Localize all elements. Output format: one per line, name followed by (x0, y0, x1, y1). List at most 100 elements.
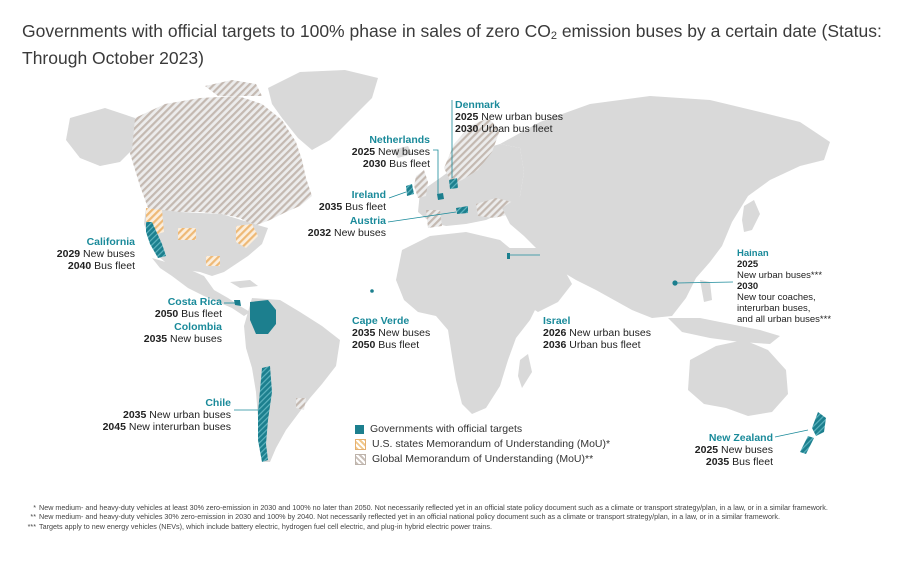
east-europe-mou (476, 198, 512, 218)
footnote-1-text: New medium- and heavy-duty vehicles at l… (39, 503, 828, 512)
uruguay (296, 398, 306, 410)
label-costa-rica: Costa Rica 2050 Bus fleet (120, 296, 222, 320)
label-austria: Austria 2032 New buses (290, 215, 386, 239)
label-denmark: Denmark 2025 New urban buses 2030 Urban … (455, 99, 563, 135)
footnote-1-mark: * (33, 503, 36, 512)
netherlands-year-2: 2030 (362, 158, 387, 170)
colombia-year-1: 2035 (143, 333, 168, 345)
denmark-text-1: New urban buses (478, 111, 563, 123)
russia-asia (500, 96, 830, 318)
hainan-text-1: New urban buses*** (737, 270, 823, 281)
ireland (406, 184, 414, 196)
legend-swatch-official (355, 424, 364, 434)
madagascar (518, 354, 532, 388)
scandinavia (444, 118, 500, 184)
hainan-year-2: 2030 (737, 281, 759, 292)
hainan (672, 280, 678, 286)
label-hainan: Hainan 2025 New urban buses*** 2030 New … (737, 248, 831, 325)
label-cape-verde: Cape Verde 2035 New buses 2050 Bus fleet (352, 315, 430, 351)
footnote-2-text: New medium- and heavy-duty vehicles 30% … (39, 512, 780, 522)
costa-rica-year-1: 2050 (154, 308, 179, 320)
chile-name: Chile (205, 397, 231, 409)
netherlands-year-1: 2025 (351, 146, 376, 158)
legend-item-global-mou: Global Memorandum of Understanding (MoU)… (355, 452, 610, 466)
legend-label-global-mou: Global Memorandum of Understanding (MoU)… (372, 453, 594, 465)
legend: Governments with official targets U.S. s… (355, 422, 610, 467)
label-netherlands: Netherlands 2025 New buses 2030 Bus flee… (330, 134, 430, 170)
title-subscript: 2 (550, 30, 557, 42)
ireland-text-1: Bus fleet (342, 201, 386, 213)
chile-text-1: New urban buses (146, 409, 231, 421)
canada (126, 96, 312, 226)
label-ireland: Ireland 2035 Bus fleet (300, 189, 386, 213)
footnote-2: ** New medium- and heavy-duty vehicles 3… (22, 512, 882, 521)
colombia-name: Colombia (174, 321, 222, 333)
uk (414, 170, 428, 198)
footnote-2-mark: ** (30, 512, 36, 522)
chile-year-1: 2035 (123, 409, 147, 421)
cape-verde-text-2: Bus fleet (375, 339, 420, 351)
title-text: Governments with official targets to 100… (22, 21, 551, 41)
label-colombia: Colombia 2035 New buses (120, 321, 222, 345)
new-zealand (812, 412, 826, 436)
title-text-end: emission buses by a certain date (Status… (22, 21, 882, 68)
denmark-year-2: 2030 (455, 123, 479, 135)
california-name: California (86, 236, 135, 248)
footnote-1: * New medium- and heavy-duty vehicles at… (22, 503, 882, 512)
australia (688, 340, 788, 416)
legend-swatch-us-mou (355, 438, 366, 450)
california-text-2: Bus fleet (91, 260, 135, 272)
legend-label-official: Governments with official targets (370, 423, 523, 435)
chart-title: Governments with official targets to 100… (22, 20, 882, 69)
legend-label-us-mou: U.S. states Memorandum of Understanding … (372, 438, 611, 450)
philippines (700, 280, 712, 302)
california (146, 222, 166, 258)
austria-text-1: New buses (331, 227, 386, 239)
hainan-text-2a: New tour coaches, (737, 292, 816, 303)
hainan-name: Hainan (737, 248, 769, 259)
south-europe-mou (426, 210, 442, 228)
costa-rica-text-1: Bus fleet (178, 308, 222, 320)
israel-text-1: New urban buses (566, 327, 651, 339)
costa-rica-name: Costa Rica (167, 296, 222, 308)
label-israel: Israel 2026 New urban buses 2036 Urban b… (543, 315, 651, 351)
new-zealand-text-2: Bus fleet (729, 456, 773, 468)
iceland (392, 146, 412, 158)
netherlands (437, 193, 444, 200)
netherlands-name: Netherlands (369, 134, 430, 146)
mexico (152, 258, 250, 316)
leader-ireland (388, 191, 407, 199)
ireland-year-1: 2035 (318, 201, 343, 213)
cape-verde-text-1: New buses (375, 327, 431, 339)
new-zealand-year-2: 2035 (705, 456, 730, 468)
new-zealand-south (800, 436, 814, 454)
cape-verde (370, 289, 374, 293)
israel-name: Israel (543, 315, 571, 327)
austria (456, 206, 468, 214)
israel-year-2: 2036 (543, 339, 567, 351)
california-year-2: 2040 (67, 260, 92, 272)
cuba (230, 280, 258, 288)
colombia (250, 300, 276, 334)
us-mou-central (178, 228, 196, 240)
denmark-text-2: Urban bus fleet (478, 123, 553, 135)
new-zealand-text-1: New buses (718, 444, 773, 456)
costa-rica (234, 300, 241, 306)
footnote-3: *** Targets apply to new energy vehicles… (22, 522, 882, 531)
california-text-1: New buses (80, 248, 135, 260)
austria-name: Austria (349, 215, 386, 227)
chile-year-2: 2045 (102, 421, 126, 433)
israel (507, 253, 510, 259)
usa (144, 208, 268, 276)
footnotes: * New medium- and heavy-duty vehicles at… (22, 503, 882, 531)
greenland (268, 70, 378, 150)
cape-verde-name: Cape Verde (352, 315, 410, 327)
label-new-zealand: New Zealand 2025 New buses 2035 Bus flee… (670, 432, 773, 468)
israel-text-2: Urban bus fleet (566, 339, 641, 351)
legend-swatch-global-mou (355, 453, 366, 465)
us-mou-east (236, 224, 258, 248)
label-chile: Chile 2035 New urban buses 2045 New inte… (80, 397, 231, 433)
us-mou-south (206, 256, 220, 266)
netherlands-text-2: Bus fleet (386, 158, 430, 170)
arctic-islands (205, 80, 262, 96)
